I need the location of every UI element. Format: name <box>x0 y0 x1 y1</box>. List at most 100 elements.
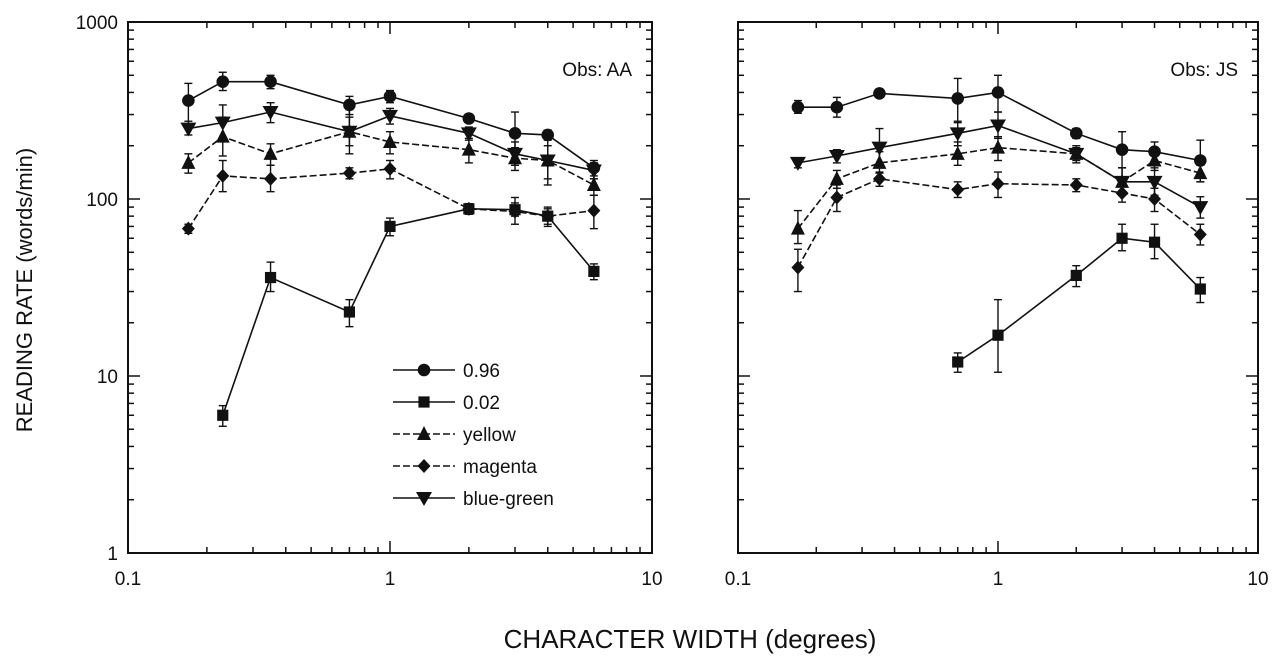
legend-item: 0.96 <box>393 361 500 382</box>
series-blue-green <box>180 101 602 186</box>
data-point <box>991 86 1005 99</box>
data-point <box>1192 201 1209 216</box>
observer-label: Obs: JS <box>1170 60 1238 81</box>
series-0-02 <box>217 202 600 427</box>
data-point <box>461 141 476 156</box>
legend-marker <box>416 492 432 506</box>
legend-marker <box>418 396 430 408</box>
axis-ticks <box>737 21 1259 554</box>
data-point <box>828 149 845 164</box>
data-point <box>1193 165 1208 180</box>
series-line <box>187 168 594 230</box>
data-point <box>264 75 277 88</box>
data-point <box>991 139 1005 154</box>
data-point <box>791 100 805 114</box>
y-axis-label: READING RATE (words/min) <box>12 148 37 432</box>
legend-label: 0.02 <box>463 393 500 414</box>
series-line <box>222 208 595 416</box>
y-tick-label: 100 <box>86 190 118 211</box>
data-point <box>217 409 229 421</box>
x-tick-label: 1 <box>993 569 1004 590</box>
data-point <box>990 119 1006 134</box>
y-tick-label: 1 <box>107 544 118 565</box>
data-point <box>181 221 195 236</box>
data-point <box>791 260 805 275</box>
data-point <box>873 87 886 100</box>
data-point <box>1069 127 1083 140</box>
x-tick-label: 1 <box>385 569 396 590</box>
data-point <box>1147 152 1162 167</box>
data-point <box>871 141 888 156</box>
series-0-96 <box>182 71 601 180</box>
y-tick-label: 1000 <box>76 13 118 34</box>
data-point <box>951 92 965 105</box>
data-point <box>830 100 844 114</box>
data-point <box>508 127 522 140</box>
data-point <box>1146 175 1163 190</box>
legend-label: magenta <box>463 457 537 478</box>
series-magenta <box>791 171 1207 293</box>
data-point <box>214 116 231 131</box>
data-point <box>872 171 886 186</box>
data-point <box>216 75 230 88</box>
series-line <box>187 130 595 186</box>
x-tick-label: 10 <box>641 569 662 590</box>
data-point <box>950 145 965 160</box>
data-point <box>830 190 844 205</box>
data-point <box>343 306 356 318</box>
series-yellow <box>181 108 601 196</box>
data-point <box>383 133 397 148</box>
panel-aa: 0.1 1 10 1 10 100 1000 Obs: AA 0.96 0.02 yellow mag… <box>76 13 663 590</box>
data-point <box>383 90 397 103</box>
series-line <box>797 146 1201 230</box>
data-point <box>790 220 805 235</box>
data-point <box>991 176 1005 191</box>
legend-marker <box>417 363 431 377</box>
series-blue-green <box>789 111 1209 219</box>
series-0-02 <box>952 223 1206 373</box>
x-tick-label: 0.1 <box>725 569 751 590</box>
data-point <box>262 106 279 121</box>
data-point <box>585 164 602 179</box>
data-point <box>1114 175 1131 190</box>
legend-marker <box>417 459 431 473</box>
legend-label: yellow <box>463 425 516 446</box>
data-point <box>507 147 524 162</box>
data-point <box>384 220 396 233</box>
data-point <box>264 171 278 186</box>
data-point <box>539 154 556 169</box>
x-tick-label: 0.1 <box>115 569 141 590</box>
data-point <box>829 170 844 185</box>
data-point <box>588 265 600 277</box>
legend-item: 0.02 <box>393 393 500 414</box>
y-tick-label: 10 <box>97 367 118 388</box>
data-point <box>1148 236 1161 248</box>
data-point <box>1194 283 1206 295</box>
series-0-96 <box>791 74 1207 183</box>
legend-item: blue-green <box>393 489 554 510</box>
data-point <box>1194 154 1207 167</box>
data-point <box>462 201 476 216</box>
data-point <box>992 329 1004 341</box>
data-point <box>949 127 966 142</box>
data-point <box>508 204 522 219</box>
data-point <box>951 182 965 197</box>
panel-js: 0.1 1 10 Obs: JS <box>725 21 1269 590</box>
data-point <box>789 156 806 171</box>
legend: 0.96 0.02 yellow magenta blue-green <box>393 361 554 510</box>
data-point <box>587 203 601 218</box>
data-point <box>1115 143 1129 156</box>
data-point <box>460 127 477 142</box>
data-point <box>263 145 278 160</box>
x-tick-label: 10 <box>1247 569 1268 590</box>
legend-item: yellow <box>393 425 516 446</box>
data-point <box>541 209 555 224</box>
data-point <box>382 109 398 124</box>
series-line <box>957 237 1201 363</box>
data-point <box>1116 232 1128 244</box>
data-point <box>341 125 358 140</box>
series-magenta <box>181 159 601 236</box>
legend-item: magenta <box>393 457 537 478</box>
